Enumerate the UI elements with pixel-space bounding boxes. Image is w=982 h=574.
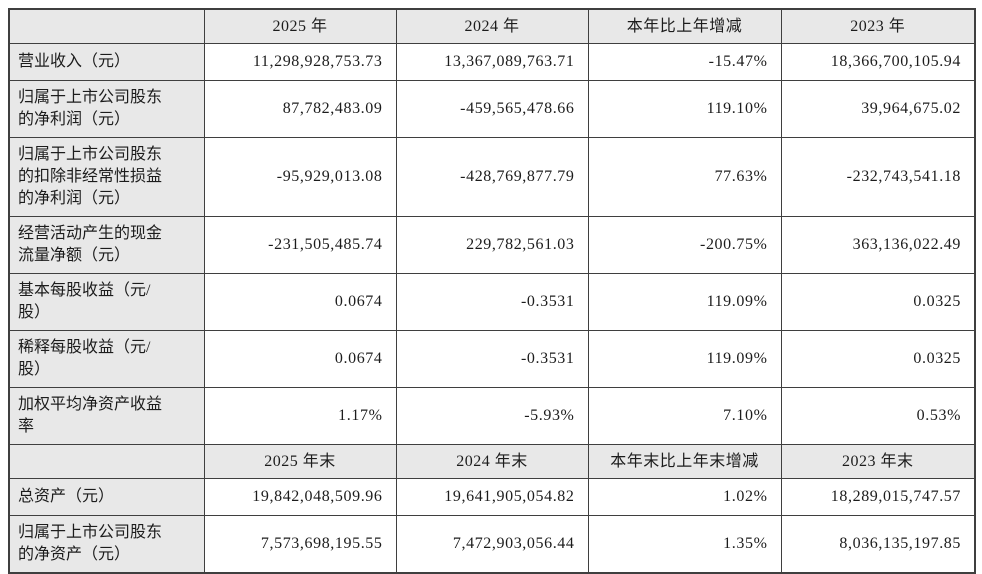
value-cell: 7.10% <box>587 387 782 445</box>
row-label: 营业收入（元） <box>8 43 205 81</box>
table-row-operating-cash-flow: 经营活动产生的现金 流量净额（元） -231,505,485.74 229,78… <box>8 216 976 274</box>
year-end-header-row: 2025 年末 2024 年末 本年末比上年末增减 2023 年末 <box>8 444 976 479</box>
value-cell: 1.17% <box>203 387 397 445</box>
corner-cell <box>8 8 205 44</box>
value-cell: 363,136,022.49 <box>780 216 976 274</box>
value-cell: -5.93% <box>395 387 589 445</box>
row-label: 经营活动产生的现金 流量净额（元） <box>8 216 205 274</box>
value-cell: 7,472,903,056.44 <box>395 515 589 574</box>
column-header-2025-end: 2025 年末 <box>203 444 397 479</box>
row-label: 基本每股收益（元/ 股） <box>8 273 205 331</box>
value-cell: 119.09% <box>587 273 782 331</box>
value-cell: 1.35% <box>587 515 782 574</box>
value-cell: 7,573,698,195.55 <box>203 515 397 574</box>
value-cell: 0.0674 <box>203 330 397 388</box>
column-header-yoy-end-change: 本年末比上年末增减 <box>587 444 782 479</box>
table-row-weighted-avg-roe: 加权平均净资产收益 率 1.17% -5.93% 7.10% 0.53% <box>8 387 976 445</box>
table-row-basic-eps: 基本每股收益（元/ 股） 0.0674 -0.3531 119.09% 0.03… <box>8 273 976 331</box>
value-cell: -15.47% <box>587 43 782 81</box>
table-row-net-assets: 归属于上市公司股东 的净资产（元） 7,573,698,195.55 7,472… <box>8 515 976 574</box>
value-cell: -232,743,541.18 <box>780 137 976 217</box>
value-cell: 39,964,675.02 <box>780 80 976 138</box>
table-row-net-profit-excl-nonrecurring: 归属于上市公司股东 的扣除非经常性损益 的净利润（元） -95,929,013.… <box>8 137 976 217</box>
value-cell: 0.0325 <box>780 330 976 388</box>
value-cell: 13,367,089,763.71 <box>395 43 589 81</box>
corner-cell <box>8 444 205 479</box>
value-cell: -428,769,877.79 <box>395 137 589 217</box>
table-row-total-assets: 总资产（元） 19,842,048,509.96 19,641,905,054.… <box>8 478 976 516</box>
value-cell: 11,298,928,753.73 <box>203 43 397 81</box>
row-label: 归属于上市公司股东 的扣除非经常性损益 的净利润（元） <box>8 137 205 217</box>
column-header-yoy-change: 本年比上年增减 <box>587 8 782 44</box>
value-cell: -459,565,478.66 <box>395 80 589 138</box>
value-cell: 1.02% <box>587 478 782 516</box>
value-cell: -231,505,485.74 <box>203 216 397 274</box>
column-header-2024-end: 2024 年末 <box>395 444 589 479</box>
table-row-diluted-eps: 稀释每股收益（元/ 股） 0.0674 -0.3531 119.09% 0.03… <box>8 330 976 388</box>
value-cell: 19,842,048,509.96 <box>203 478 397 516</box>
value-cell: -0.3531 <box>395 273 589 331</box>
value-cell: 119.10% <box>587 80 782 138</box>
value-cell: -95,929,013.08 <box>203 137 397 217</box>
column-header-2023: 2023 年 <box>780 8 976 44</box>
value-cell: -200.75% <box>587 216 782 274</box>
column-header-2024: 2024 年 <box>395 8 589 44</box>
financial-summary-table: 2025 年 2024 年 本年比上年增减 2023 年 营业收入（元） 11,… <box>8 8 976 574</box>
row-label: 稀释每股收益（元/ 股） <box>8 330 205 388</box>
value-cell: 87,782,483.09 <box>203 80 397 138</box>
column-header-2023-end: 2023 年末 <box>780 444 976 479</box>
table-row-operating-revenue: 营业收入（元） 11,298,928,753.73 13,367,089,763… <box>8 43 976 81</box>
value-cell: -0.3531 <box>395 330 589 388</box>
row-label: 归属于上市公司股东 的净资产（元） <box>8 515 205 574</box>
table-row-net-profit: 归属于上市公司股东 的净利润（元） 87,782,483.09 -459,565… <box>8 80 976 138</box>
value-cell: 229,782,561.03 <box>395 216 589 274</box>
row-label: 加权平均净资产收益 率 <box>8 387 205 445</box>
row-label: 总资产（元） <box>8 478 205 516</box>
column-header-2025: 2025 年 <box>203 8 397 44</box>
value-cell: 0.0325 <box>780 273 976 331</box>
value-cell: 18,366,700,105.94 <box>780 43 976 81</box>
value-cell: 18,289,015,747.57 <box>780 478 976 516</box>
value-cell: 77.63% <box>587 137 782 217</box>
value-cell: 0.0674 <box>203 273 397 331</box>
value-cell: 8,036,135,197.85 <box>780 515 976 574</box>
value-cell: 0.53% <box>780 387 976 445</box>
value-cell: 119.09% <box>587 330 782 388</box>
row-label: 归属于上市公司股东 的净利润（元） <box>8 80 205 138</box>
year-header-row: 2025 年 2024 年 本年比上年增减 2023 年 <box>8 8 976 44</box>
value-cell: 19,641,905,054.82 <box>395 478 589 516</box>
